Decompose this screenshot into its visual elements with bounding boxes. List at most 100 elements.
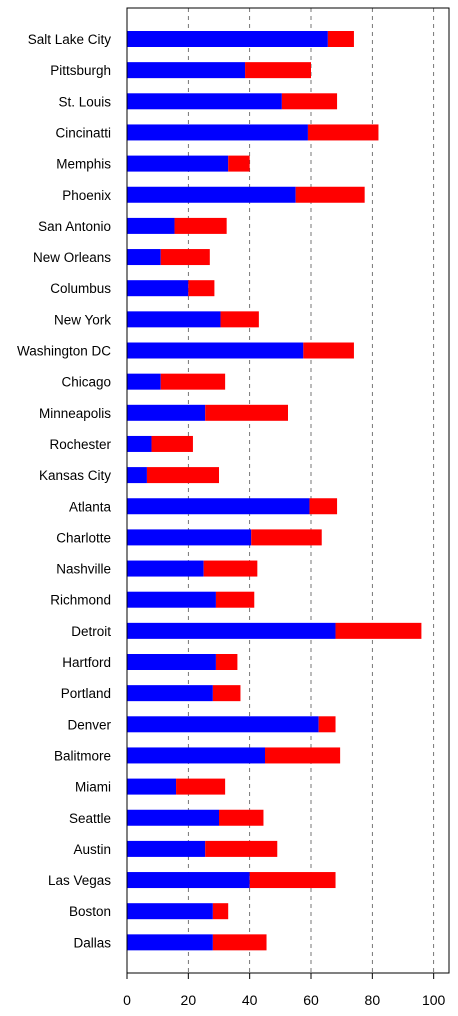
x-tick-label: 60 bbox=[303, 992, 319, 1008]
bar-segment-red bbox=[318, 716, 336, 733]
category-label: Balitmore bbox=[54, 748, 111, 763]
bar-segment-blue bbox=[127, 155, 229, 172]
bar-segment-red bbox=[151, 435, 193, 452]
bar-segment-red bbox=[228, 155, 250, 172]
category-label: Chicago bbox=[61, 375, 111, 390]
category-label: New York bbox=[54, 312, 111, 327]
bar-segment-red bbox=[205, 404, 288, 421]
bar-segment-blue bbox=[127, 280, 189, 297]
grid-lines bbox=[187, 8, 435, 973]
category-label: New Orleans bbox=[33, 250, 111, 265]
x-tick-label: 20 bbox=[181, 992, 197, 1008]
bar-segment-blue bbox=[127, 342, 304, 359]
category-label: Austin bbox=[73, 842, 111, 857]
category-label: Memphis bbox=[56, 157, 111, 172]
bar-segment-blue bbox=[127, 591, 216, 608]
bar-segment-red bbox=[245, 62, 311, 79]
bar-segment-red bbox=[281, 93, 338, 110]
bars bbox=[127, 31, 422, 951]
bar-segment-blue bbox=[127, 249, 161, 266]
category-label: Dallas bbox=[73, 935, 111, 950]
bar-segment-blue bbox=[127, 622, 336, 639]
category-label: Detroit bbox=[71, 624, 111, 639]
bar-segment-blue bbox=[127, 435, 152, 452]
category-label: Seattle bbox=[69, 811, 111, 826]
bar-segment-red bbox=[219, 809, 264, 826]
bar-segment-red bbox=[160, 249, 210, 266]
bar-segment-blue bbox=[127, 809, 219, 826]
category-label: Phoenix bbox=[62, 188, 111, 203]
bar-segment-blue bbox=[127, 311, 221, 328]
category-label: Nashville bbox=[56, 562, 111, 577]
category-label: Columbus bbox=[50, 281, 111, 296]
bar-segment-red bbox=[251, 529, 322, 546]
bar-segment-blue bbox=[127, 124, 308, 141]
category-label: Richmond bbox=[50, 593, 111, 608]
category-label: Atlanta bbox=[69, 499, 112, 514]
plot-frame bbox=[126, 7, 450, 974]
category-label: Hartford bbox=[62, 655, 111, 670]
bar-segment-red bbox=[335, 622, 422, 639]
bar-segment-blue bbox=[127, 872, 250, 889]
category-label: Pittsburgh bbox=[50, 63, 111, 78]
bar-segment-blue bbox=[127, 498, 310, 515]
bar-segment-blue bbox=[127, 31, 328, 47]
bar-segment-red bbox=[176, 778, 226, 795]
bar-segment-red bbox=[188, 280, 215, 297]
bar-segment-red bbox=[215, 591, 255, 608]
x-tick-label: 100 bbox=[422, 992, 446, 1008]
bar-segment-red bbox=[249, 872, 336, 889]
bar-segment-red bbox=[174, 217, 227, 234]
category-label: St. Louis bbox=[58, 94, 111, 109]
x-axis: 0 20 40 60 80 100 bbox=[123, 973, 446, 1008]
bar-segment-blue bbox=[127, 560, 204, 577]
bar-segment-red bbox=[203, 560, 258, 577]
bar-segment-blue bbox=[127, 903, 213, 920]
bar-segment-red bbox=[265, 747, 341, 764]
bar-segment-red bbox=[220, 311, 259, 328]
category-label: Kansas City bbox=[39, 468, 111, 483]
category-label: Salt Lake City bbox=[28, 32, 112, 47]
category-label: Las Vegas bbox=[48, 873, 111, 888]
category-label: Cincinatti bbox=[55, 125, 111, 140]
x-tick-label: 40 bbox=[242, 992, 258, 1008]
bar-segment-red bbox=[307, 124, 379, 141]
bar-segment-blue bbox=[127, 373, 161, 390]
category-label: Rochester bbox=[49, 437, 111, 452]
bar-segment-blue bbox=[127, 217, 175, 234]
category-label: Washington DC bbox=[17, 344, 111, 359]
bar-segment-blue bbox=[127, 685, 213, 702]
bar-segment-red bbox=[146, 467, 219, 484]
category-labels: Salt Lake City Pittsburgh St. Louis Cincina… bbox=[17, 32, 112, 950]
bar-segment-blue bbox=[127, 716, 319, 733]
bar-segment-red bbox=[303, 342, 354, 359]
category-label: Minneapolis bbox=[39, 406, 111, 421]
bar-segment-blue bbox=[127, 654, 216, 670]
bar-segment-blue bbox=[127, 529, 252, 546]
bar-segment-red bbox=[295, 186, 365, 203]
bar-segment-red bbox=[212, 685, 241, 702]
bar-segment-blue bbox=[127, 934, 213, 951]
bar-segment-blue bbox=[127, 840, 206, 857]
category-label: Denver bbox=[67, 717, 111, 732]
bar-segment-blue bbox=[127, 747, 265, 764]
bar-segment-blue bbox=[127, 186, 296, 203]
bar-segment-red bbox=[212, 903, 229, 920]
bar-segment-red bbox=[327, 31, 354, 47]
bar-segment-red bbox=[205, 840, 278, 857]
bar-segment-red bbox=[212, 934, 267, 951]
bar-segment-blue bbox=[127, 93, 282, 110]
category-label: Miami bbox=[75, 780, 111, 795]
bar-segment-blue bbox=[127, 62, 246, 79]
bar-segment-blue bbox=[127, 778, 177, 795]
bar-segment-red bbox=[160, 373, 226, 390]
category-label: Boston bbox=[69, 904, 111, 919]
bar-segment-red bbox=[309, 498, 338, 515]
x-tick-label: 80 bbox=[365, 992, 381, 1008]
bar-segment-blue bbox=[127, 467, 147, 484]
category-label: San Antonio bbox=[38, 219, 111, 234]
category-label: Portland bbox=[61, 686, 111, 701]
bar-segment-red bbox=[215, 654, 238, 670]
category-label: Charlotte bbox=[56, 530, 111, 545]
